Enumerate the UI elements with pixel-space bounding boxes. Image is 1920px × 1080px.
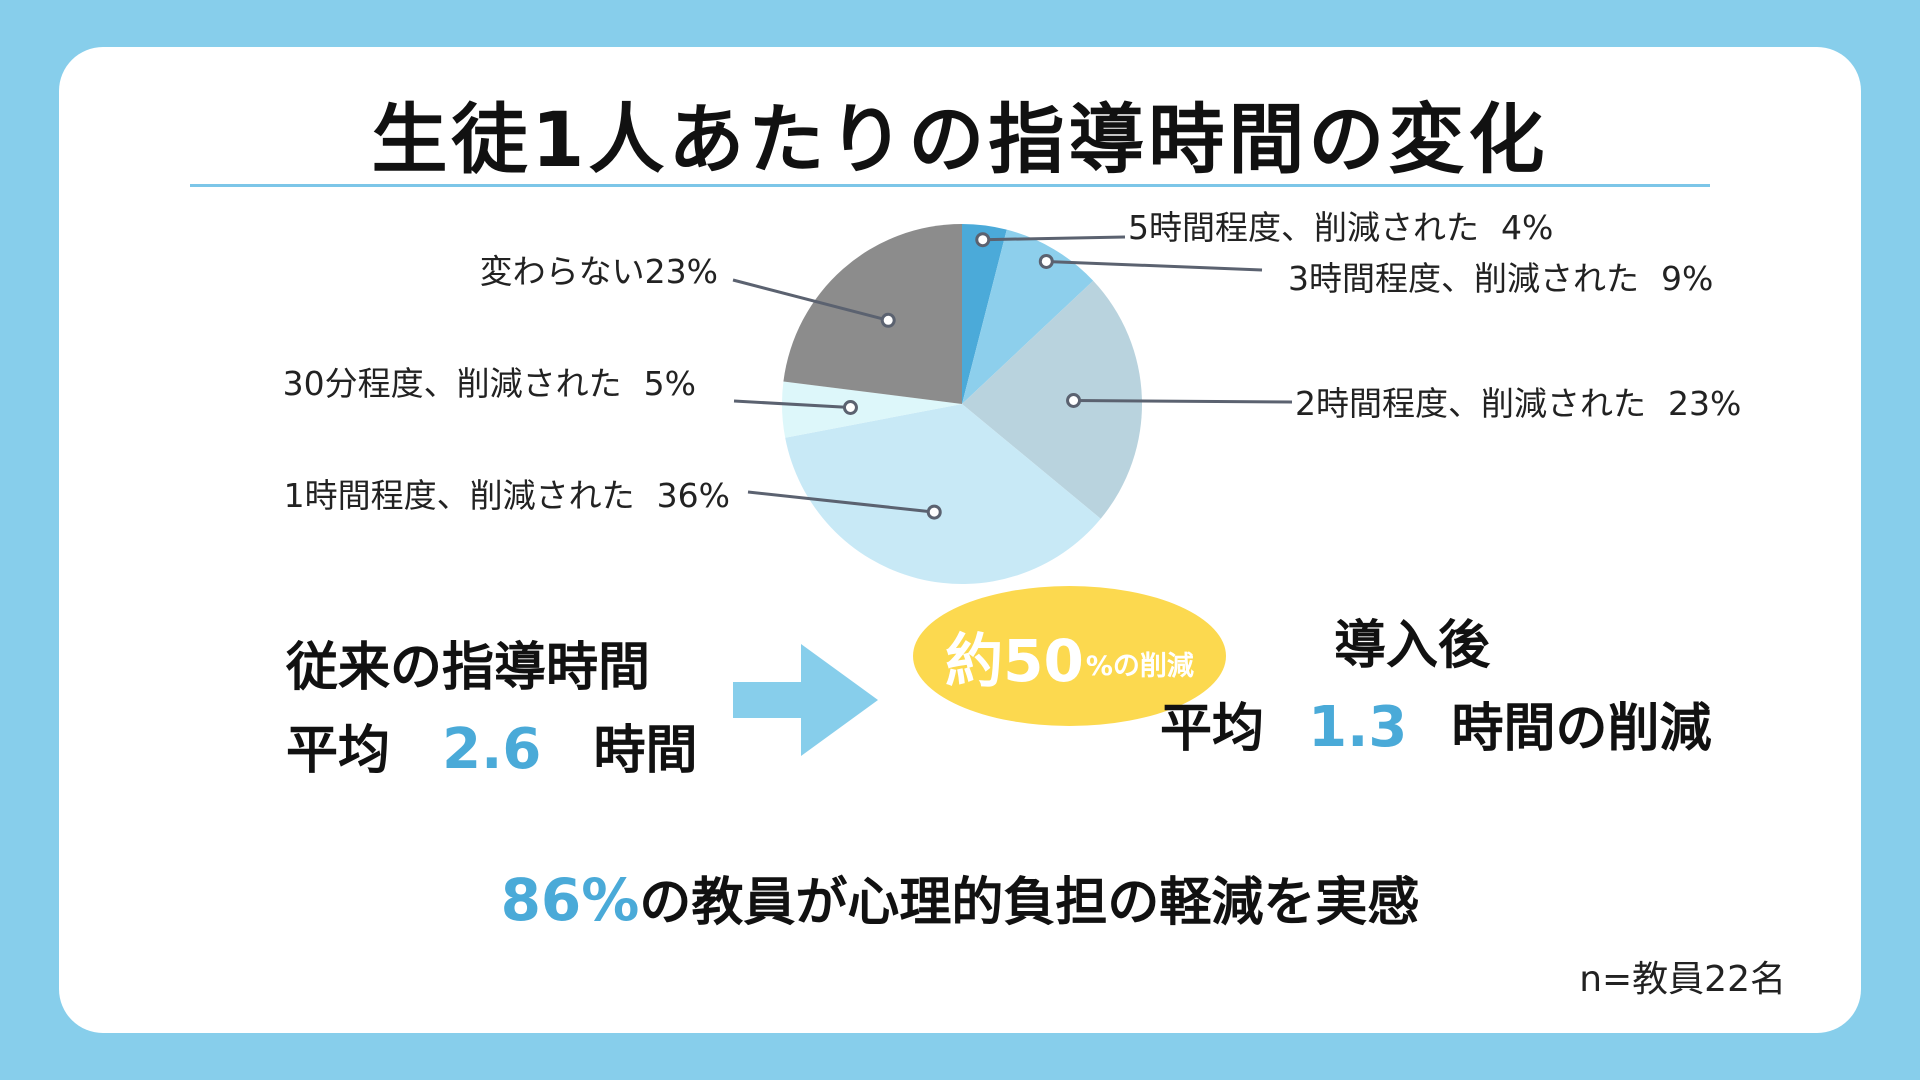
after-average-unit: 時間の削減: [1451, 699, 1712, 759]
pie-label-same-value: 23%: [644, 252, 718, 291]
pie-label-1h-value: 36%: [656, 476, 730, 515]
before-average-prefix: 平均: [286, 721, 391, 781]
leader-line-3h: [1046, 259, 1263, 272]
reduction-badge: 約50 %の削減: [913, 586, 1226, 726]
pie-label-5h-text: 5時間程度、削減された: [1128, 208, 1479, 247]
summary-text: の教員が心理的負担の軽減を実感: [639, 873, 1420, 933]
after-average-prefix: 平均: [1160, 699, 1265, 759]
leader-line-30m: [733, 399, 851, 410]
pie-label-30m: 30分程度、削減された 5%: [283, 364, 696, 404]
pie-label-1h: 1時間程度、削減された 36%: [284, 476, 730, 516]
pie-slice-same: [783, 224, 962, 404]
pie-slice-30m: [782, 381, 962, 438]
leader-dot-5h: [975, 232, 991, 248]
pie-label-2h-text: 2時間程度、削減された: [1295, 384, 1646, 423]
pie-label-5h-value: 4%: [1501, 208, 1554, 247]
summary-percent: 86%: [500, 866, 640, 934]
pie-label-30m-text: 30分程度、削減された: [282, 364, 622, 403]
title-underline: [190, 184, 1710, 187]
pie-label-3h: 3時間程度、削減された 9%: [1288, 259, 1713, 299]
pie-slice-1h: [785, 404, 1101, 584]
pie-label-same-text: 変わらない: [479, 252, 645, 291]
leader-line-1h: [747, 490, 935, 514]
pie-label-3h-text: 3時間程度、削減された: [1288, 259, 1639, 298]
reduction-badge-sub: %の削減: [1085, 650, 1194, 682]
reduction-badge-main: 約50: [945, 627, 1084, 695]
leader-dot-same: [880, 312, 896, 328]
leader-line-same: [732, 278, 889, 322]
leader-dot-30m: [842, 400, 858, 416]
pie-label-same: 変わらない23%: [480, 252, 718, 292]
pie-slice-2h: [962, 280, 1142, 519]
sample-size-note: n=教員22名: [1579, 959, 1786, 1000]
before-average-unit: 時間: [593, 721, 698, 781]
pie-label-1h-text: 1時間程度、削減された: [283, 476, 635, 515]
right-arrow-icon: [733, 644, 878, 756]
pie-label-5h: 5時間程度、削減された 4%: [1128, 208, 1553, 248]
pie-label-3h-value: 9%: [1661, 259, 1714, 298]
pie-slice-3h: [962, 229, 1094, 404]
pie-label-2h-value: 23%: [1668, 384, 1742, 423]
leader-dot-3h: [1038, 253, 1054, 269]
after-average: 平均 1.3 時間の削減: [1160, 696, 1711, 761]
before-average: 平均 2.6 時間: [286, 718, 697, 783]
leader-line-5h: [982, 235, 1126, 242]
before-average-value: 2.6: [442, 717, 542, 782]
summary-line: 86%の教員が心理的負担の軽減を実感: [0, 860, 1920, 935]
pie-slice-5h: [962, 224, 1007, 404]
after-heading: 導入後: [1334, 616, 1491, 676]
chart-title: 生徒1人あたりの指導時間の変化: [371, 95, 1549, 184]
leader-line-2h: [1073, 398, 1293, 404]
pie-label-2h: 2時間程度、削減された 23%: [1295, 384, 1741, 424]
after-average-value: 1.3: [1308, 695, 1408, 760]
leader-dot-2h: [1066, 392, 1082, 408]
pie-label-30m-value: 5%: [643, 364, 696, 403]
leader-dot-1h: [926, 504, 942, 520]
before-heading: 従来の指導時間: [286, 638, 651, 698]
